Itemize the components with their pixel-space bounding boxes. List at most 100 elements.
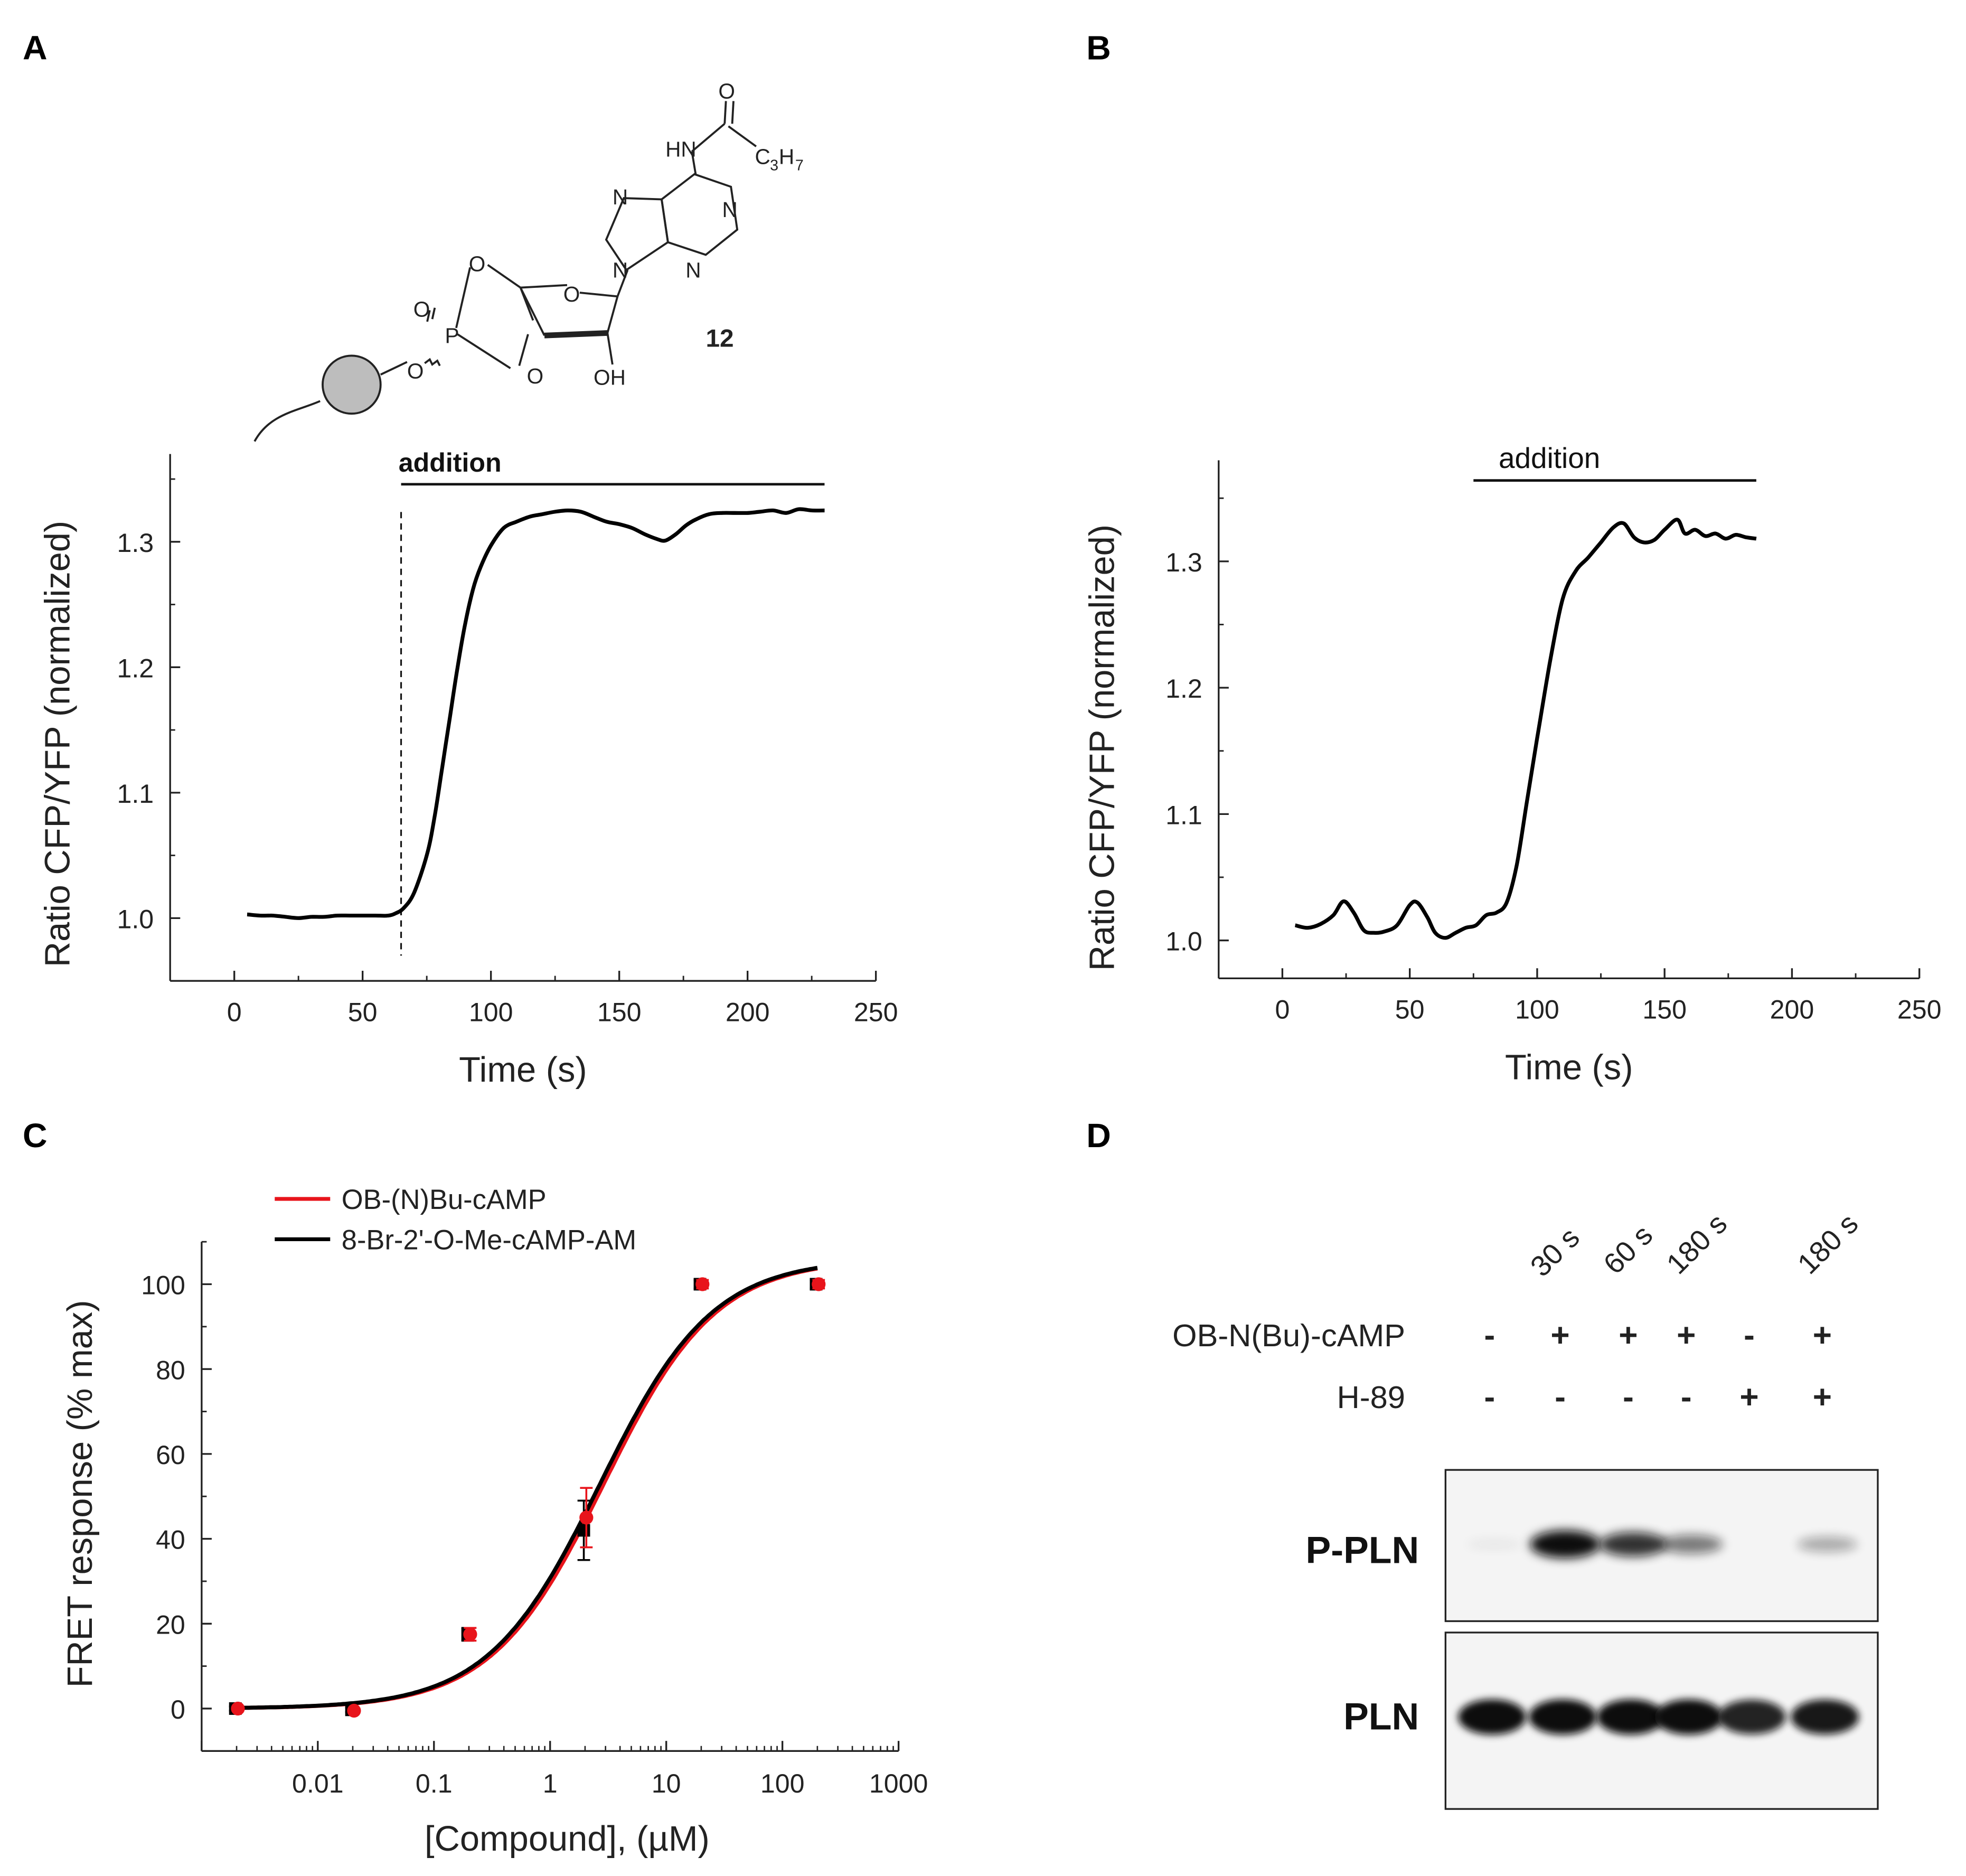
compound-number: 12 bbox=[705, 325, 733, 353]
atom-oh: OH bbox=[594, 365, 626, 389]
propyl-group-label: C 3 H 7 bbox=[755, 145, 804, 174]
atom-o-ring: O bbox=[469, 252, 486, 276]
atom-o-ribose: O bbox=[563, 282, 580, 306]
chart-c: 0.01 0.1 1 10 100 1000 0 20 40 60 80 100… bbox=[61, 1184, 928, 1859]
atom-p: P bbox=[445, 324, 459, 348]
data-point-red bbox=[347, 1703, 361, 1718]
chart-a-x-tick-labels: 0 50 100 150 200 250 bbox=[227, 998, 898, 1027]
chart-a-series-line bbox=[247, 507, 825, 920]
chart-b-x-axis-title: Time (s) bbox=[1505, 1048, 1633, 1087]
atom-o-carbonyl: O bbox=[718, 79, 735, 104]
chart-c-legend: OB-(N)Bu-cAMP 8-Br-2'-O-Me-cAMP-AM bbox=[275, 1184, 636, 1255]
x-tick-label: 50 bbox=[1395, 995, 1425, 1025]
treatment-mark: + bbox=[1813, 1317, 1832, 1354]
atom-hn: HN bbox=[665, 137, 697, 161]
atom-n7: N bbox=[613, 185, 628, 209]
chart-c-y-tick-labels: 0 20 40 60 80 100 bbox=[141, 1271, 185, 1724]
y-tick-label: 100 bbox=[141, 1271, 185, 1300]
y-tick-label: 20 bbox=[156, 1610, 185, 1639]
chart-c-axes bbox=[201, 1242, 899, 1752]
treatment-mark: - bbox=[1681, 1379, 1692, 1415]
treatment-mark: + bbox=[1813, 1379, 1832, 1415]
subscript-3: 3 bbox=[770, 157, 778, 174]
atom-o-double: O bbox=[413, 297, 430, 321]
chart-a-ticks bbox=[170, 478, 877, 981]
chart-a-addition-label: addition bbox=[399, 448, 502, 477]
y-tick-label: 1.0 bbox=[117, 904, 154, 934]
chart-a-y-tick-labels: 1.0 1.1 1.2 1.3 bbox=[117, 528, 154, 934]
band-pln bbox=[1654, 1699, 1723, 1735]
chart-a-axes bbox=[169, 454, 876, 982]
x-tick-label: 100 bbox=[469, 998, 513, 1027]
tether-line bbox=[253, 400, 321, 442]
band-p-pln bbox=[1599, 1532, 1667, 1556]
band-pln bbox=[1458, 1699, 1527, 1735]
x-tick-label: 0.1 bbox=[416, 1769, 453, 1798]
y-tick-label: 0 bbox=[171, 1695, 185, 1724]
y-tick-label: 1.1 bbox=[117, 779, 154, 809]
treatment-mark: - bbox=[1744, 1317, 1755, 1354]
band-p-pln bbox=[1466, 1539, 1523, 1550]
data-point-black bbox=[577, 1524, 590, 1537]
time-label: 30 s bbox=[1524, 1221, 1586, 1283]
x-tick-label: 10 bbox=[652, 1769, 681, 1798]
x-tick-label: 100 bbox=[1515, 995, 1559, 1025]
fit-curve-red bbox=[236, 1266, 818, 1710]
y-tick-label: 60 bbox=[156, 1440, 185, 1470]
row-label-ob-cAMP: OB-N(Bu)-cAMP bbox=[1172, 1318, 1405, 1353]
atom-n3: N bbox=[685, 258, 701, 282]
bead-o-bond bbox=[380, 361, 408, 376]
x-tick-label: 250 bbox=[1897, 995, 1942, 1025]
chart-b-axes bbox=[1218, 460, 1920, 980]
y-tick-label: 80 bbox=[156, 1355, 185, 1385]
chart-b-y-axis-title: Ratio CFP/YFP (normalized) bbox=[1083, 524, 1122, 971]
chart-b-x-tick-labels: 0 50 100 150 200 250 bbox=[1275, 995, 1941, 1025]
treatment-mark: - bbox=[1484, 1379, 1495, 1415]
treatment-mark: - bbox=[1484, 1317, 1495, 1354]
band-pln bbox=[1528, 1699, 1597, 1735]
treatment-mark: + bbox=[1550, 1317, 1569, 1354]
chart-b: 0 50 100 150 200 250 1.0 1.1 1.2 1.3 Tim… bbox=[1083, 442, 1942, 1087]
x-tick-label: 50 bbox=[348, 998, 378, 1027]
chart-c-marks bbox=[229, 1265, 826, 1718]
solid-support-bead bbox=[322, 354, 382, 415]
x-tick-label: 150 bbox=[597, 998, 642, 1027]
chart-a: 0 50 100 150 200 250 1.0 1.1 1.2 1.3 Tim… bbox=[38, 448, 898, 1090]
data-point-red bbox=[695, 1277, 710, 1291]
x-tick-label: 200 bbox=[726, 998, 770, 1027]
chart-b-series-line bbox=[1294, 518, 1757, 940]
data-point-red bbox=[579, 1511, 594, 1525]
chart-a-y-axis-title: Ratio CFP/YFP (normalized) bbox=[38, 521, 77, 967]
y-tick-label: 1.1 bbox=[1165, 800, 1202, 830]
band-label-pln: PLN bbox=[1343, 1696, 1419, 1738]
x-tick-label: 1 bbox=[543, 1769, 558, 1798]
chart-a-x-axis-title: Time (s) bbox=[459, 1050, 587, 1090]
chart-b-ticks bbox=[1218, 497, 1921, 979]
legend-label: 8-Br-2'-O-Me-cAMP-AM bbox=[342, 1224, 636, 1255]
treatment-row-h89: - - - - + + bbox=[1484, 1379, 1832, 1415]
time-label: 180 s bbox=[1660, 1207, 1734, 1280]
treatment-mark: + bbox=[1677, 1317, 1696, 1354]
chart-c-x-tick-labels: 0.01 0.1 1 10 100 1000 bbox=[292, 1769, 928, 1798]
atom-o-linker: O bbox=[407, 359, 424, 383]
atom-c: C bbox=[755, 145, 770, 169]
time-label: 60 s bbox=[1597, 1218, 1659, 1280]
fit-curve-black bbox=[236, 1265, 818, 1710]
bands-p-pln bbox=[1466, 1530, 1858, 1559]
chart-c-x-axis-title: [Compound], (µM) bbox=[425, 1819, 710, 1859]
y-tick-label: 40 bbox=[156, 1525, 185, 1555]
x-tick-label: 0 bbox=[1275, 995, 1290, 1025]
row-label-h89: H-89 bbox=[1337, 1380, 1405, 1415]
atom-n9: N bbox=[613, 258, 628, 282]
atom-h: H bbox=[779, 145, 794, 169]
panel-label-a: A bbox=[23, 29, 48, 67]
treatment-mark: + bbox=[1619, 1317, 1638, 1354]
data-point-red bbox=[231, 1701, 245, 1716]
legend-label: OB-(N)Bu-cAMP bbox=[342, 1184, 547, 1215]
x-tick-label: 150 bbox=[1642, 995, 1687, 1025]
pyrimidine-ring bbox=[660, 173, 739, 256]
y-tick-label: 1.3 bbox=[1165, 548, 1202, 577]
x-tick-label: 100 bbox=[760, 1769, 805, 1798]
data-point-red bbox=[463, 1627, 477, 1642]
